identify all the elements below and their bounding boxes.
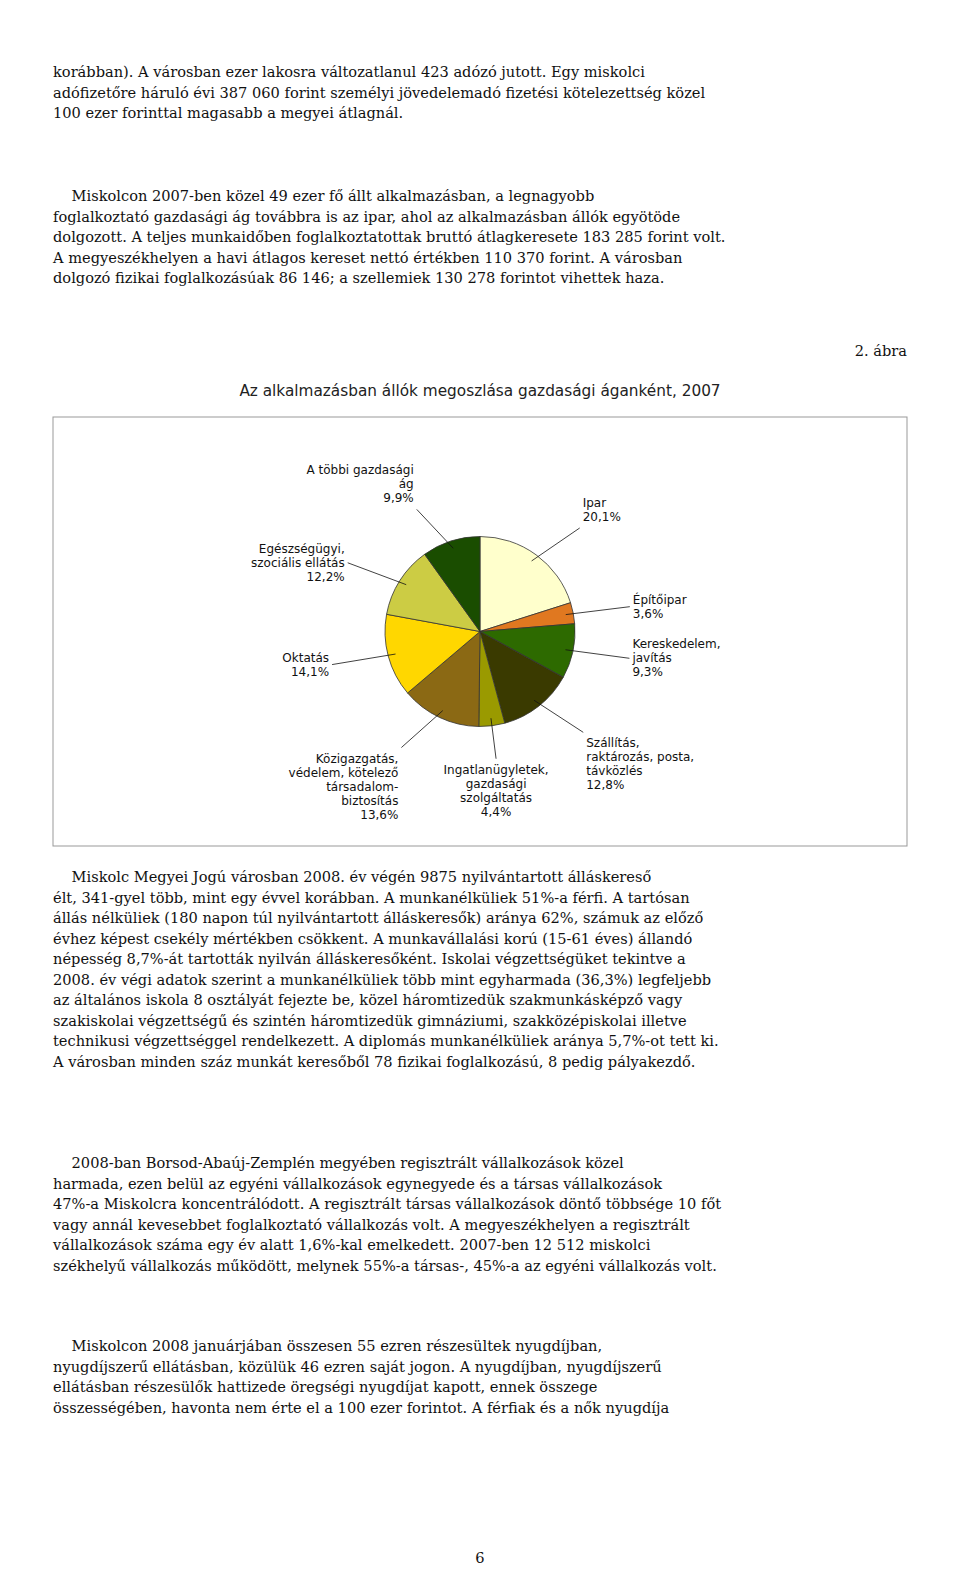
slice-value-label: 12,8% bbox=[586, 778, 624, 792]
chart-title: Az alkalmazásban állók megoszlása gazdas… bbox=[239, 382, 720, 400]
slice-value-label: 12,2% bbox=[307, 570, 345, 584]
leader-line bbox=[491, 718, 496, 759]
page: korábban). A városban ezer lakosra válto… bbox=[0, 0, 960, 1590]
slice-value-label: 3,6% bbox=[633, 607, 664, 621]
page-number: 6 bbox=[475, 1549, 484, 1566]
pie bbox=[385, 537, 575, 727]
leader-line bbox=[348, 563, 406, 585]
chart-frame bbox=[53, 417, 907, 846]
slice-label: Oktatás bbox=[282, 651, 329, 665]
slice-value-label: 14,1% bbox=[291, 665, 329, 679]
pie-labels: Ipar20,1% Építőipar3,6% Kereskedelem,javít… bbox=[251, 463, 720, 821]
leader-line bbox=[332, 654, 395, 665]
paragraph: Miskolcon 2007-ben közel 49 ezer fő állt… bbox=[52, 187, 725, 286]
slice-value-label: 9,3% bbox=[632, 665, 663, 679]
leader-line bbox=[417, 509, 454, 548]
leader-line bbox=[566, 607, 630, 615]
pie-slice bbox=[425, 537, 480, 632]
slice-label: Szállítás,raktározás, posta,távközlés bbox=[586, 736, 694, 778]
slice-label: Építőipar bbox=[633, 592, 687, 607]
paragraph: 2008-ban Borsod-Abaúj-Zemplén megyében r… bbox=[52, 1154, 721, 1274]
slice-label: Kereskedelem,javítás bbox=[631, 637, 720, 665]
leader-line bbox=[565, 650, 629, 659]
leader-line bbox=[534, 700, 583, 732]
paragraph: Miskolcon 2008 januárjában összesen 55 e… bbox=[53, 1337, 670, 1416]
slice-value-label: 4,4% bbox=[481, 805, 512, 819]
slice-value-label: 13,6% bbox=[360, 808, 398, 822]
slice-label: Ingatlanügyletek,gazdaságiszolgáltatás bbox=[444, 763, 549, 805]
slice-label: Egészségügyi,szociális ellátás bbox=[251, 542, 345, 570]
slice-value-label: 9,9% bbox=[383, 491, 414, 505]
pie-slice bbox=[479, 632, 505, 727]
slice-label: Ipar bbox=[583, 496, 607, 510]
paragraph: korábban). A városban ezer lakosra válto… bbox=[53, 63, 705, 121]
paragraph: Miskolc Megyei Jogú városban 2008. év vé… bbox=[52, 868, 719, 1070]
leader-line bbox=[401, 711, 442, 748]
leader-line bbox=[532, 528, 580, 561]
slice-label: Közigazgatás,védelem, kötelezőtársadalom… bbox=[289, 752, 399, 808]
slice-value-label: 20,1% bbox=[583, 510, 621, 524]
figure-label: 2. ábra bbox=[855, 342, 908, 359]
slice-label: A többi gazdaságiág bbox=[307, 463, 414, 491]
